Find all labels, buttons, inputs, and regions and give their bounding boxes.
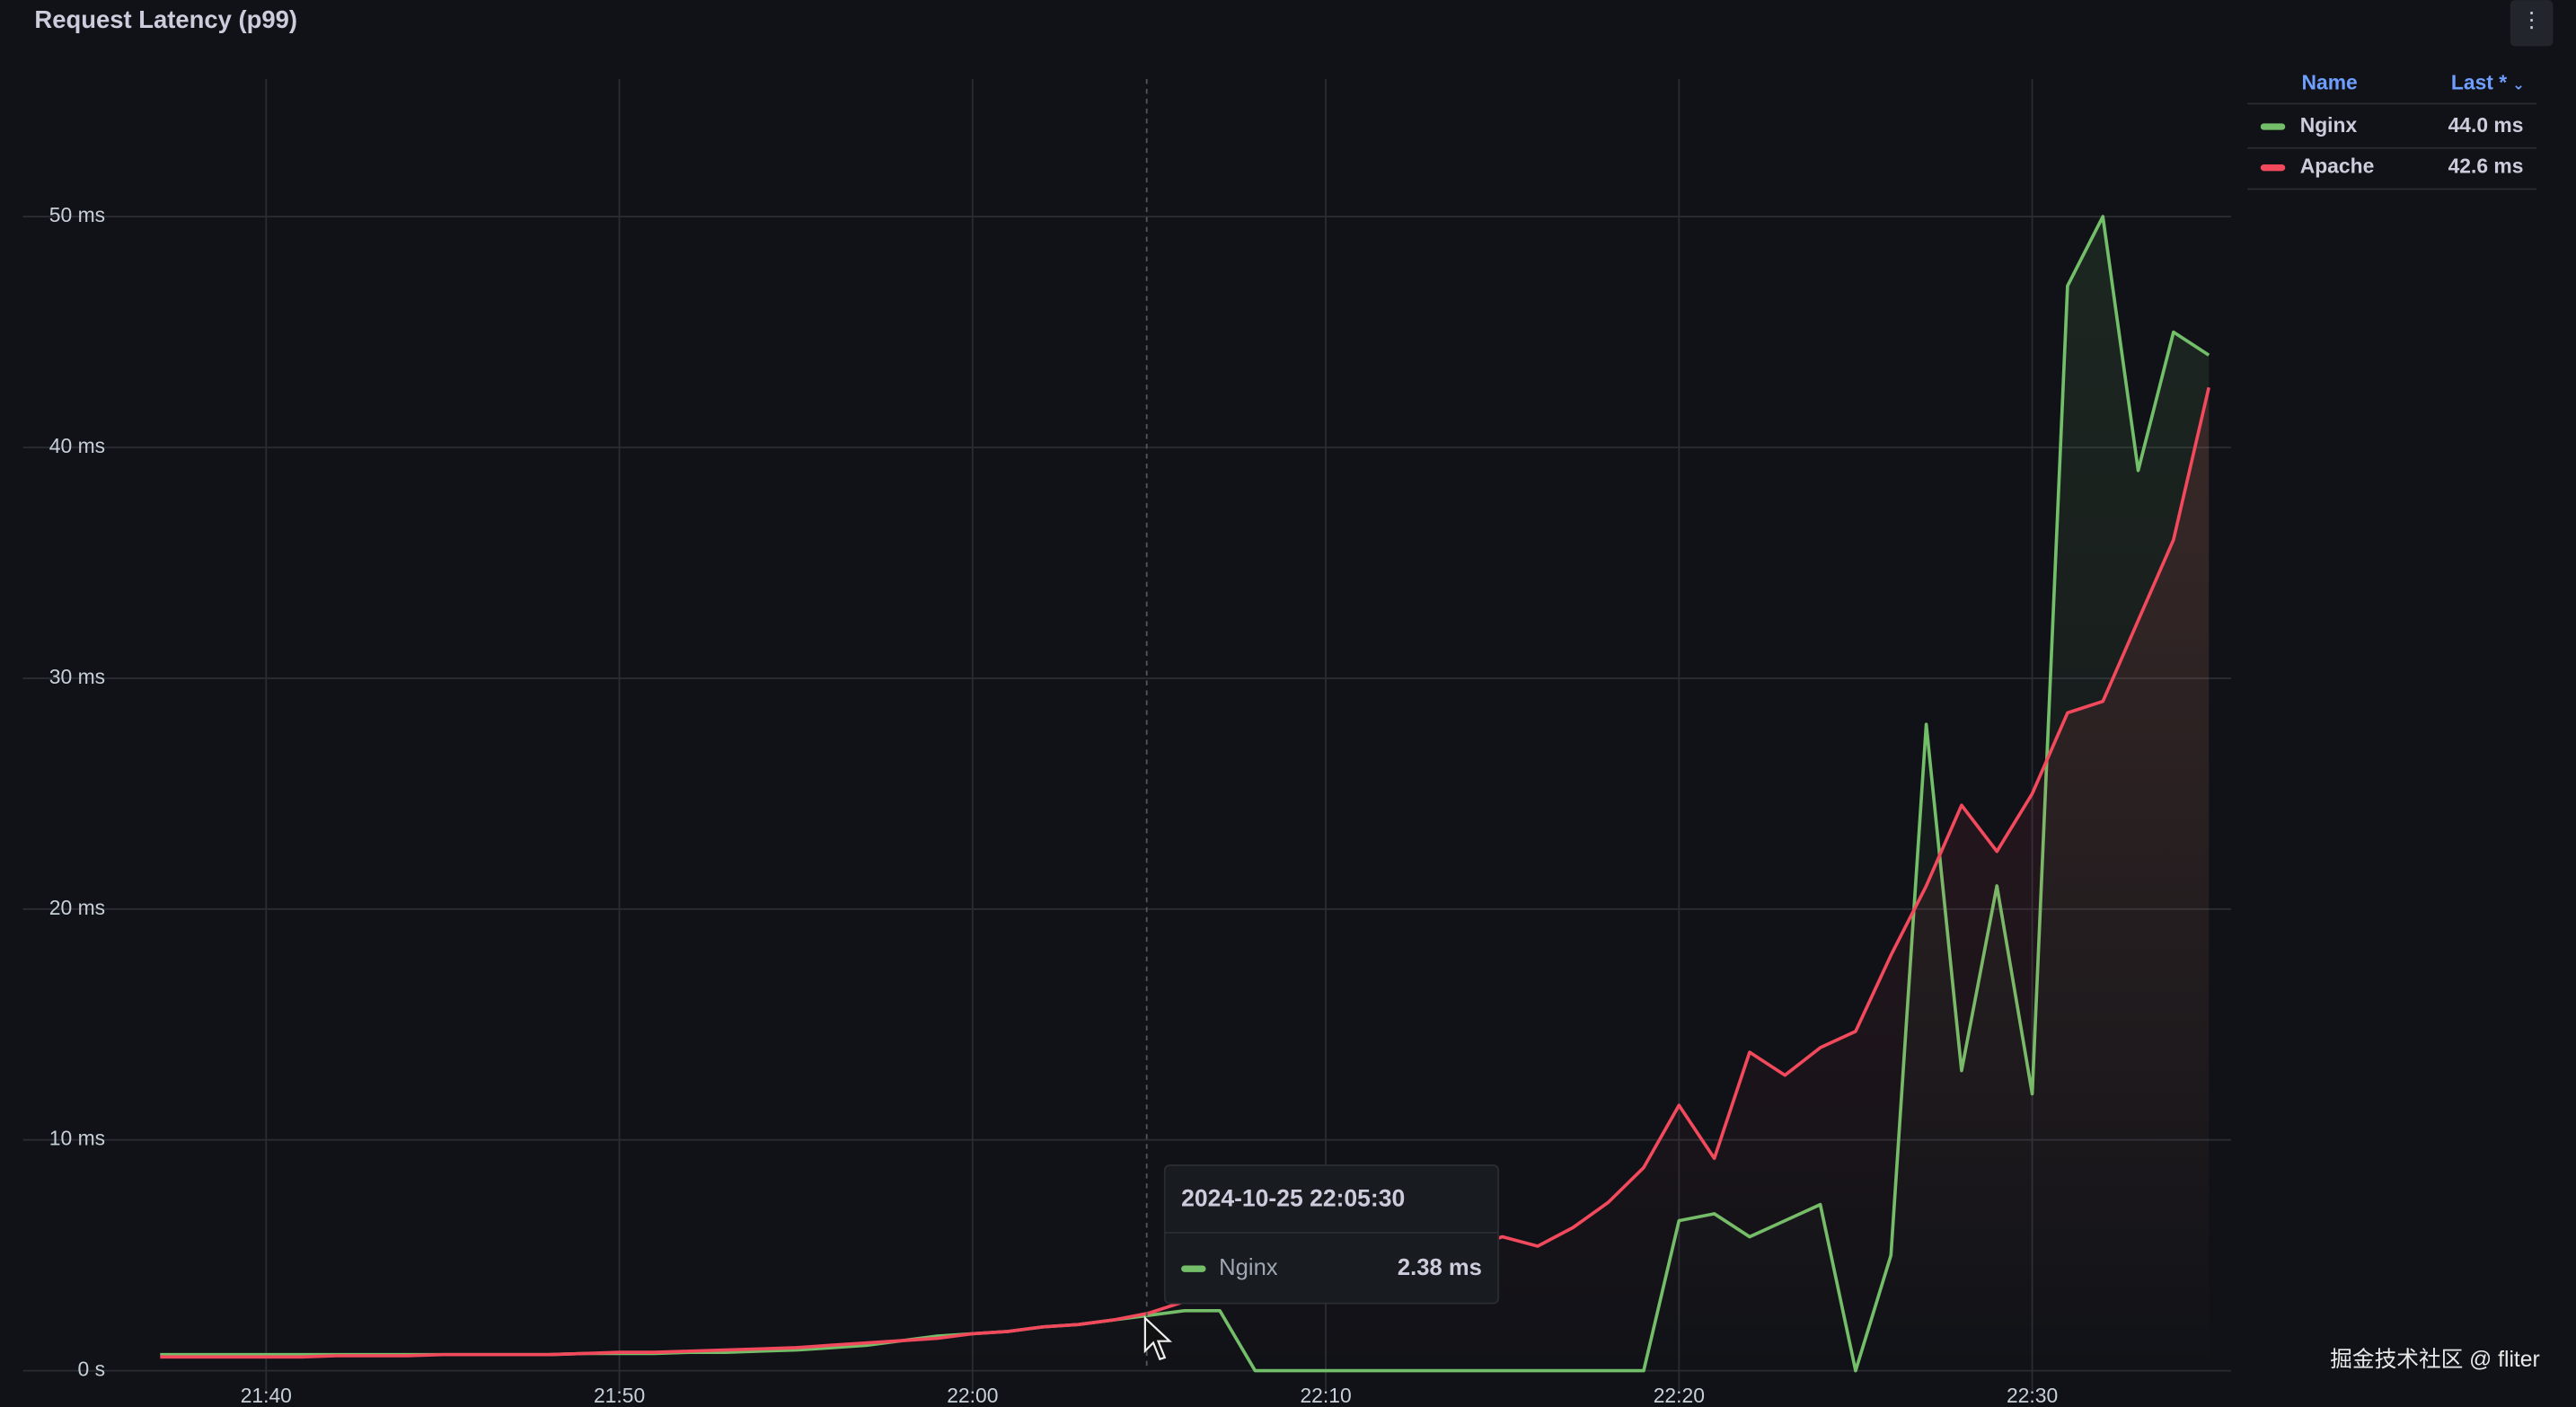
legend-name[interactable]: Nginx <box>2300 113 2358 137</box>
legend-name[interactable]: Apache <box>2300 155 2375 178</box>
y-tick-label: 50 ms <box>49 203 105 226</box>
tooltip: 2024-10-25 22:05:30 Nginx 2.38 ms <box>1143 78 1500 1371</box>
legend-last: 42.6 ms <box>2448 155 2524 178</box>
legend-last: 44.0 ms <box>2448 113 2524 137</box>
tooltip-box <box>1163 1164 1500 1305</box>
legend-swatch <box>2260 123 2286 130</box>
plot-area: 0 s 10 ms 20 ms 30 ms 40 ms 50 ms 21:40 21:50 22… <box>22 78 2231 1407</box>
tooltip-value: 2.38 ms <box>1398 1255 1482 1280</box>
legend-swatch <box>2260 164 2286 172</box>
x-tick-label: 22:00 <box>947 1384 998 1407</box>
legend: Name Last * ⌄ Nginx 44.0 ms Apache 42.6 ms <box>2247 70 2537 190</box>
x-tick-label: 22:30 <box>2007 1384 2058 1407</box>
y-tick-label: 10 ms <box>49 1127 105 1150</box>
y-tick-label: 0 s <box>78 1358 106 1381</box>
sort-icon[interactable]: ⌄ <box>2512 77 2525 93</box>
y-tick-label: 20 ms <box>49 896 105 919</box>
x-tick-label: 22:10 <box>1300 1384 1351 1407</box>
tooltip-time: 2024-10-25 22:05:30 <box>1181 1184 1405 1211</box>
y-tick-label: 40 ms <box>49 434 105 457</box>
series-area <box>160 387 2210 1371</box>
chart-title: Request Latency (p99) <box>34 5 297 33</box>
x-tick-label: 21:40 <box>241 1384 292 1407</box>
x-tick-label: 22:20 <box>1654 1384 1705 1407</box>
x-tick-label: 21:50 <box>594 1384 645 1407</box>
legend-header-name[interactable]: Name <box>2302 70 2358 93</box>
menu-icon[interactable]: ⋮ <box>2521 8 2543 32</box>
watermark: 掘金技术社区 @ fliter <box>2330 1347 2540 1372</box>
legend-header-last[interactable]: Last * <box>2451 70 2507 93</box>
tooltip-series: Nginx <box>1219 1255 1278 1280</box>
y-tick-label: 30 ms <box>49 665 105 688</box>
mouse-cursor <box>1143 1315 1173 1361</box>
tooltip-swatch <box>1181 1265 1206 1272</box>
menu-button[interactable] <box>2510 0 2554 47</box>
